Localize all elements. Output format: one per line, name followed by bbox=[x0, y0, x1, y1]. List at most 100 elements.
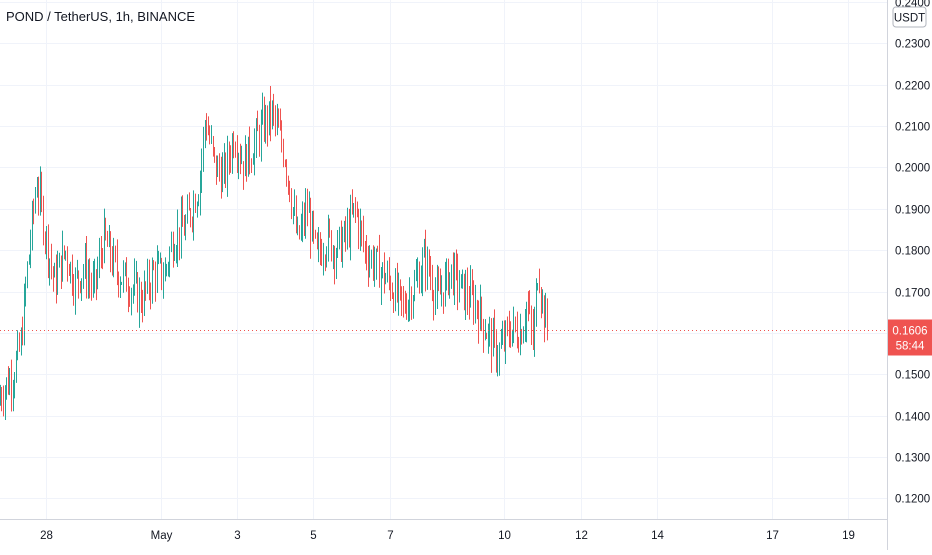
price-axis[interactable]: 0.2400 0.2300 0.2200 0.2100 0.2000 0.1900 0.18… bbox=[895, 0, 930, 506]
candle-body bbox=[387, 269, 388, 279]
candle-body bbox=[542, 298, 543, 304]
candle-body bbox=[174, 255, 175, 260]
time-tick-label: 7 bbox=[387, 530, 393, 542]
candle-body bbox=[249, 137, 250, 164]
candle-body bbox=[461, 274, 462, 288]
candle-body bbox=[147, 270, 148, 288]
candle-body bbox=[200, 176, 201, 201]
candle-body bbox=[509, 326, 510, 338]
candle-body bbox=[80, 282, 81, 290]
candle-body bbox=[326, 252, 327, 260]
candle-body bbox=[309, 209, 310, 213]
candle-body bbox=[99, 252, 100, 269]
time-tick-label: 14 bbox=[651, 530, 664, 542]
candle-body bbox=[417, 272, 418, 277]
last-price-label: 0.1606 58:44 bbox=[888, 319, 932, 356]
candle-body bbox=[502, 335, 503, 343]
candle-body bbox=[537, 285, 538, 288]
time-axis[interactable]: 28 May 3 5 7 10 12 14 17 19 bbox=[40, 530, 855, 542]
candle-body bbox=[489, 327, 490, 329]
candle-body bbox=[510, 337, 511, 344]
candle-body bbox=[89, 276, 90, 282]
candle-body bbox=[240, 157, 241, 163]
candle-body bbox=[449, 272, 450, 293]
candle-body bbox=[59, 255, 60, 267]
candle-body bbox=[277, 119, 278, 122]
candle-body bbox=[101, 252, 102, 255]
candle-body bbox=[217, 161, 218, 177]
candle-body bbox=[259, 130, 260, 148]
candle-body bbox=[123, 268, 124, 283]
candle-body bbox=[118, 274, 119, 289]
price-tick-label: 0.2100 bbox=[895, 122, 930, 134]
candle-body bbox=[528, 305, 529, 309]
candle-body bbox=[24, 292, 25, 341]
candle-body bbox=[269, 101, 270, 130]
candle-body bbox=[139, 288, 140, 310]
candle-body bbox=[317, 234, 318, 248]
candle-body bbox=[411, 294, 412, 310]
candle-body bbox=[481, 299, 482, 321]
candle-body bbox=[157, 262, 158, 285]
candle-body bbox=[225, 158, 226, 181]
candle-body bbox=[405, 300, 406, 310]
candle-body bbox=[419, 272, 420, 292]
candle-body bbox=[369, 260, 370, 270]
candle-body bbox=[152, 267, 153, 294]
candle-body bbox=[414, 279, 415, 298]
price-tick-label: 0.1500 bbox=[895, 370, 930, 382]
candle-body bbox=[529, 308, 530, 310]
candle-body bbox=[214, 148, 215, 156]
candle-body bbox=[294, 207, 295, 209]
candle-body bbox=[253, 162, 254, 165]
candle-body bbox=[176, 250, 177, 256]
candle-body bbox=[30, 242, 31, 257]
candle-body bbox=[477, 301, 478, 312]
candle-body bbox=[205, 124, 206, 134]
candle-body bbox=[120, 283, 121, 289]
candle-body bbox=[129, 296, 130, 302]
candle-body bbox=[189, 205, 190, 211]
candle-body bbox=[83, 270, 84, 279]
candle-body bbox=[187, 205, 188, 222]
candle-body bbox=[219, 161, 220, 172]
candle-body bbox=[470, 282, 471, 306]
candle-body bbox=[160, 258, 161, 260]
candle-body bbox=[213, 137, 214, 149]
chart-title: POND / TetherUS, 1h, BINANCE bbox=[6, 9, 196, 24]
candle-body bbox=[475, 301, 476, 315]
candle-body bbox=[320, 242, 321, 253]
candle-body bbox=[448, 262, 449, 293]
candle-body bbox=[61, 255, 62, 279]
candle-body bbox=[339, 228, 340, 234]
candle-body bbox=[349, 222, 350, 243]
candle-body bbox=[496, 333, 497, 364]
candle-body bbox=[192, 221, 193, 224]
candle-body bbox=[169, 250, 170, 267]
candle-body bbox=[243, 161, 244, 176]
candle-body bbox=[299, 226, 300, 238]
candle-body bbox=[291, 199, 292, 214]
candle-body bbox=[49, 260, 50, 268]
candle-body bbox=[301, 225, 302, 238]
grid-lines bbox=[0, 0, 887, 519]
currency-badge[interactable]: USDT bbox=[892, 6, 927, 28]
candle-body bbox=[376, 249, 377, 265]
candle-body bbox=[416, 276, 417, 280]
candle-body bbox=[435, 292, 436, 305]
candle-body bbox=[441, 292, 442, 295]
candle-body bbox=[547, 305, 548, 330]
candle-body bbox=[318, 242, 319, 248]
candle-body bbox=[285, 162, 286, 165]
candle-body bbox=[227, 148, 228, 181]
candle-body bbox=[400, 281, 401, 288]
candle-body bbox=[545, 305, 546, 328]
candle-body bbox=[267, 111, 268, 130]
candle-body bbox=[353, 203, 354, 212]
candle-body bbox=[465, 283, 466, 308]
candle-body bbox=[355, 203, 356, 207]
candle-body bbox=[462, 274, 463, 276]
candle-body bbox=[237, 153, 238, 162]
